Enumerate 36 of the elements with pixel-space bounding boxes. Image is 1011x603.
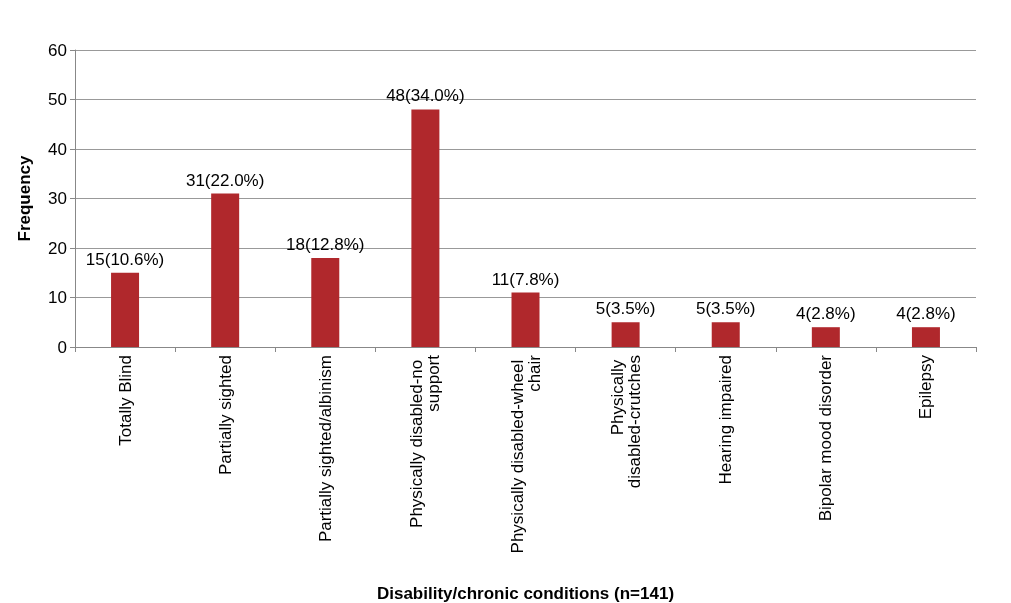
bar: [311, 257, 340, 347]
y-tick-label: 0: [57, 337, 67, 357]
bar: [511, 292, 540, 347]
y-tick-label: 30: [48, 189, 67, 208]
y-tick-label: 50: [48, 90, 67, 109]
y-tick-label: 10: [48, 288, 67, 307]
y-axis-title: Frequency: [15, 154, 34, 242]
x-tick-label: Hearing impaired: [716, 355, 736, 485]
x-tick-label: Epilepsy: [916, 354, 936, 420]
x-tick-label: Physically disabled-no support: [407, 354, 444, 528]
bar: [811, 327, 840, 347]
data-label: 5(3.5%): [695, 299, 756, 319]
y-tick-label: 60: [48, 40, 67, 60]
data-label: 31(22.0%): [185, 170, 265, 190]
y-tick-label: 20: [48, 238, 67, 258]
bar: [911, 327, 940, 347]
bar: [211, 193, 240, 347]
bar: [411, 109, 440, 347]
x-axis-title: Disability/chronic conditions (n=141): [376, 584, 675, 603]
data-label: 4(2.8%): [896, 304, 956, 324]
data-label: 11(7.8%): [491, 269, 560, 289]
x-tick-label: Totally Blind: [115, 355, 135, 446]
bar: [711, 322, 740, 347]
y-tick-label: 40: [48, 139, 67, 159]
x-tick-label: Physically disabled-wheel chair: [507, 354, 544, 554]
x-tick-label: Physically disabled-crutches: [607, 355, 644, 489]
data-label: 18(12.8%): [286, 234, 365, 254]
bar: [111, 272, 140, 347]
data-label: 4(2.8%): [796, 304, 856, 324]
data-label: 48(34.0%): [386, 86, 465, 106]
x-tick-label: Bipolar mood disorder: [816, 354, 836, 522]
bar: [611, 322, 640, 347]
data-label: 15(10.6%): [85, 249, 165, 269]
x-tick-label: Partially sighted/albinism: [315, 355, 335, 543]
x-tick-label: Partially sighted: [215, 355, 235, 476]
data-label: 5(3.5%): [595, 299, 656, 319]
